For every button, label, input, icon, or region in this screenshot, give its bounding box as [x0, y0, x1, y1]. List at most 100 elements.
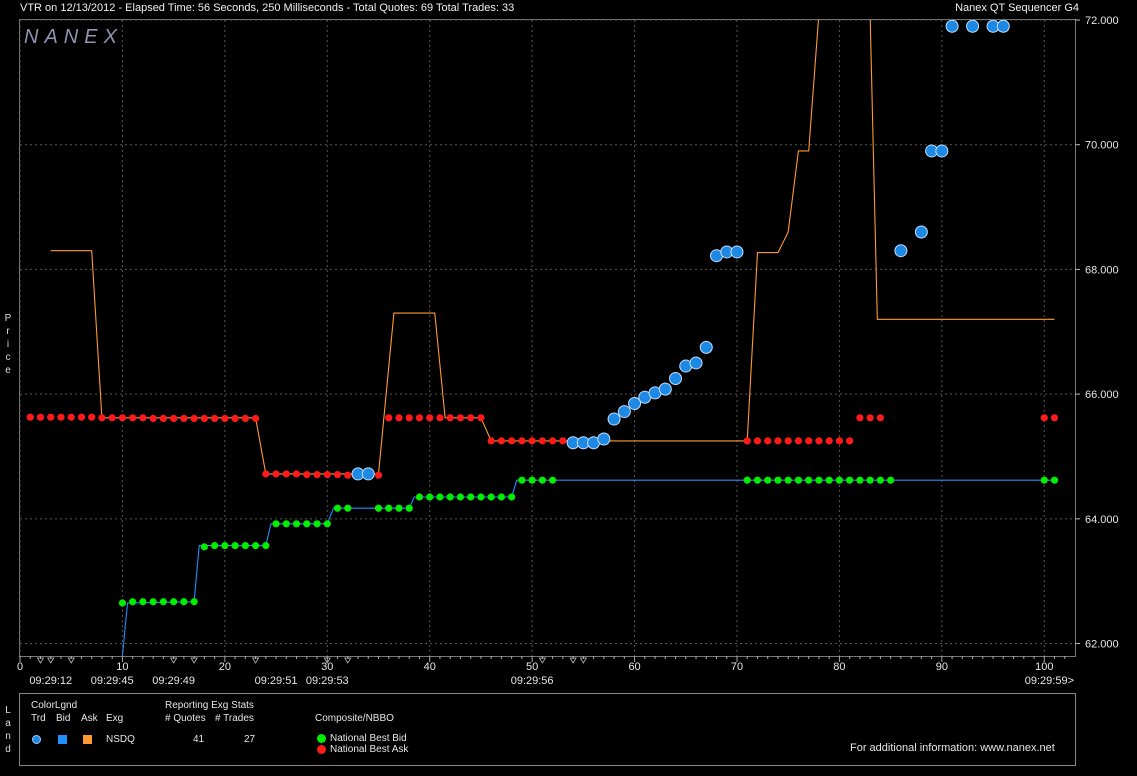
nbo-point [395, 414, 403, 422]
event-marker-icon [67, 657, 75, 664]
x-tick-label: 60 [628, 661, 640, 673]
x-tick-label: 80 [833, 661, 845, 673]
chart-header-left: VTR on 12/13/2012 - Elapsed Time: 56 Sec… [20, 2, 515, 14]
trade-point [689, 356, 703, 370]
nbo-point [129, 414, 137, 422]
nbo-point [549, 437, 557, 445]
legend-col-trd: Trd [31, 713, 46, 724]
plot-area [26, 20, 1059, 656]
composite-title: Composite/NBBO [315, 713, 394, 724]
trade-point [607, 412, 621, 426]
nbb-point [159, 598, 167, 606]
nbb-point [846, 476, 854, 484]
nbo-point [446, 414, 454, 422]
nbo-point [333, 470, 342, 479]
nbo-point [251, 414, 260, 423]
nbo-point [241, 414, 249, 423]
trade-point [617, 405, 631, 419]
nbb-point [129, 598, 137, 606]
nbo-point [98, 414, 106, 422]
legend-col-bid: Bid [56, 713, 71, 724]
nbo-point [47, 413, 55, 421]
trade-point [699, 340, 713, 354]
nbo-point [190, 414, 198, 423]
nbb-point [835, 476, 844, 484]
x-tick-label: 70 [731, 661, 743, 673]
nbo-point [538, 437, 546, 445]
trade-point [914, 225, 928, 239]
nbo-point [26, 413, 34, 421]
nbo-point [149, 414, 157, 423]
nbb-point [743, 476, 751, 484]
nbb-point [139, 598, 147, 606]
nbo-point [139, 414, 147, 422]
nbb-point [446, 493, 454, 501]
nbb-point [467, 493, 475, 501]
nbo-point [323, 470, 331, 479]
nbo-point [170, 414, 178, 423]
time-label: 09:29:45 [91, 675, 134, 687]
nbb-swatch-icon [317, 734, 326, 743]
legend-col-exg: Exg [106, 713, 124, 724]
nbb-point [784, 476, 792, 484]
event-marker-icon [579, 657, 588, 664]
nbb-point [508, 493, 516, 501]
trade-point [361, 467, 375, 481]
stats-quotes-value: 41 [193, 734, 205, 745]
nbb-point [190, 598, 198, 606]
nbb-point [887, 476, 895, 484]
nbb-point [241, 542, 249, 550]
nbo-point [385, 414, 393, 422]
time-label: 09:29:56 [511, 675, 554, 687]
nbo-point [57, 413, 65, 421]
event-marker-icon [569, 657, 577, 664]
nbb-point [231, 542, 239, 550]
y-tick-label: 62.000 [1085, 639, 1119, 651]
nbo-point [436, 414, 444, 422]
event-marker-icon [251, 657, 260, 664]
nbb-label: National Best Bid [330, 733, 407, 744]
nbo-point [36, 413, 45, 421]
x-tick-label: 0 [17, 661, 23, 673]
nbo-point [753, 437, 762, 445]
nbb-point [385, 504, 393, 512]
plot-frame [19, 19, 1076, 657]
x-tick-label: 10 [116, 661, 128, 673]
nanex-logo: NANEX [24, 26, 123, 48]
nbb-point [405, 504, 413, 512]
nbb-point [221, 542, 229, 550]
nbo-point [292, 470, 301, 478]
info-link[interactable]: For additional information: www.nanex.ne… [850, 742, 1055, 754]
nbo-point [231, 414, 239, 423]
nbb-point [876, 476, 884, 484]
nbo-point [467, 414, 475, 422]
nbo-point [456, 414, 465, 422]
nbb-point [477, 493, 485, 501]
trade-point [935, 144, 949, 158]
nbb-point [805, 476, 813, 484]
nbo-point [825, 437, 833, 445]
nbo-point [1050, 414, 1059, 422]
nbb-point [815, 476, 823, 484]
y-tick-label: 72.000 [1085, 15, 1119, 27]
nbb-point [272, 520, 280, 528]
bid-line [121, 479, 1055, 656]
stats-trades-label: # Trades [215, 713, 254, 724]
nbo-point [477, 414, 485, 422]
nbb-point [303, 520, 311, 528]
nbo-point [805, 437, 813, 445]
nbo-point [784, 437, 792, 445]
nbo-point [856, 414, 864, 422]
x-tick-label: 100 [1035, 661, 1053, 673]
nbb-point [333, 504, 342, 512]
y-tick-label: 64.000 [1085, 514, 1119, 526]
nbo-label: National Best Ask [330, 744, 409, 755]
nbo-point [344, 471, 352, 479]
nbb-point [774, 476, 782, 484]
ask-line [50, 20, 1055, 475]
trade-point [669, 372, 683, 386]
trade-point [597, 432, 611, 446]
nbo-point [211, 414, 219, 423]
nbb-point [149, 598, 157, 606]
